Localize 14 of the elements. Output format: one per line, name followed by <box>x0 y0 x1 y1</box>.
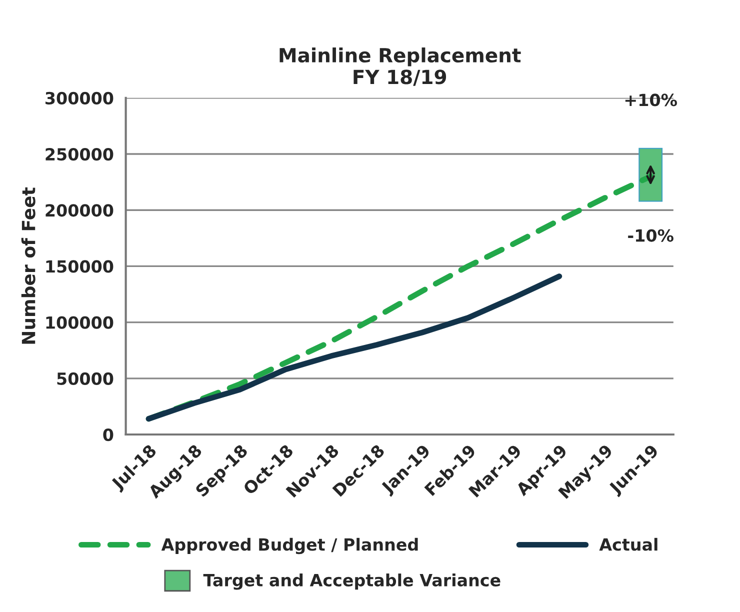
legend-label: Actual <box>599 538 658 551</box>
legend-label: Target and Acceptable Variance <box>203 574 500 590</box>
chart-title: Mainline Replacement FY 18/19 <box>280 47 521 86</box>
annotation: -10% <box>628 229 674 242</box>
y-tick-label: 200000 <box>46 204 114 217</box>
annotation: +10% <box>625 94 677 106</box>
legend-label: Approved Budget / Planned <box>161 538 418 554</box>
y-tick-label: 100000 <box>46 316 114 329</box>
y-tick-label: 150000 <box>46 260 114 273</box>
y-axis-title: Number of Feet <box>21 187 36 344</box>
y-tick-label: 0 <box>103 428 114 442</box>
y-tick-label: 50000 <box>57 372 114 385</box>
y-tick-label: 250000 <box>46 148 114 161</box>
y-tick-label: 300000 <box>46 92 114 104</box>
